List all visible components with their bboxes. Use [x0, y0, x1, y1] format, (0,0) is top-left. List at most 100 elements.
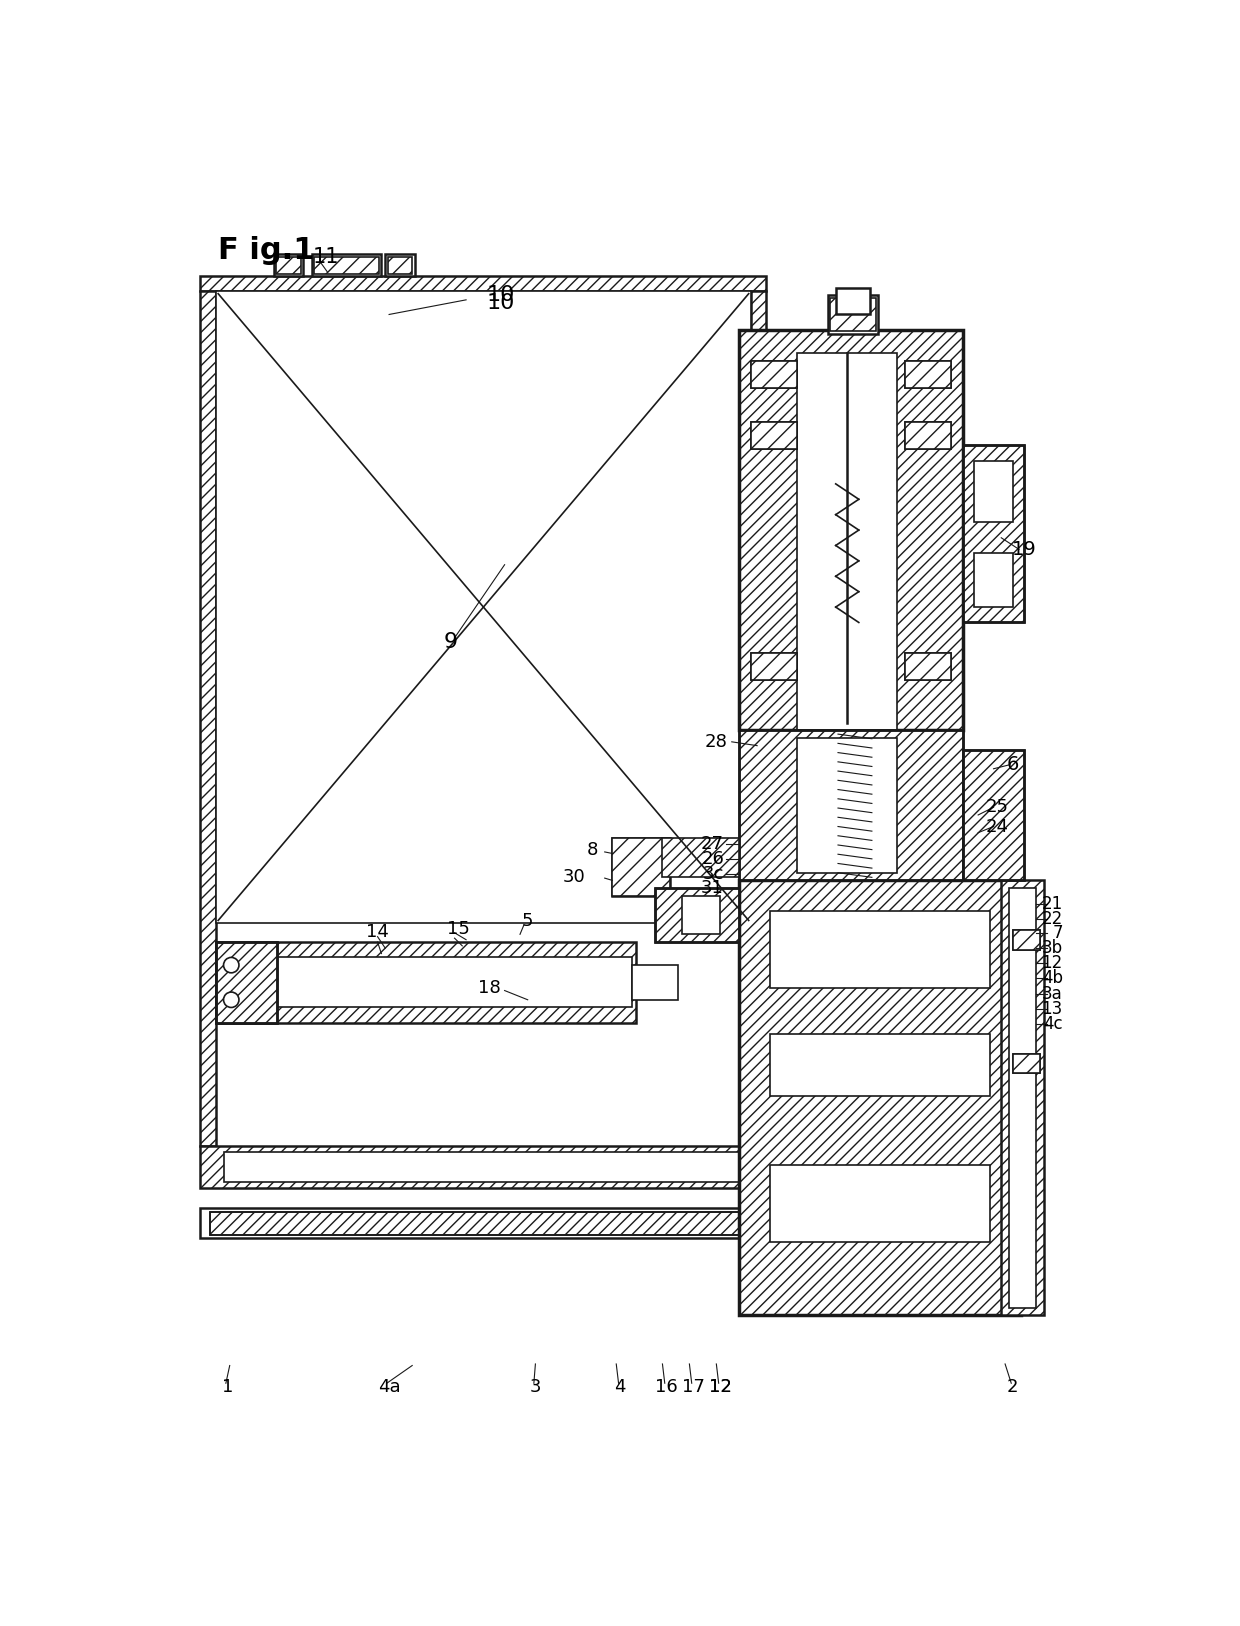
Bar	[274, 254, 303, 276]
Bar	[613, 837, 670, 896]
Bar	[751, 654, 797, 680]
Bar	[770, 1166, 990, 1242]
Bar	[1013, 1054, 1040, 1073]
Text: 19: 19	[1012, 540, 1037, 559]
Text: 24: 24	[986, 818, 1009, 836]
Bar	[315, 257, 379, 273]
Text: 11: 11	[312, 247, 340, 267]
Bar	[962, 750, 1024, 880]
Bar	[1013, 1054, 1040, 1073]
Bar	[905, 423, 951, 449]
Bar	[828, 296, 878, 333]
Bar	[797, 353, 898, 730]
Bar	[243, 958, 631, 1008]
Bar	[831, 298, 875, 332]
Bar	[770, 911, 990, 989]
Text: 18: 18	[477, 979, 501, 997]
Text: 14: 14	[366, 924, 389, 941]
Bar	[655, 888, 739, 941]
Text: 12: 12	[1042, 954, 1063, 972]
Text: 10: 10	[486, 293, 515, 312]
Bar	[216, 941, 278, 1023]
Bar	[751, 361, 797, 387]
Text: 31: 31	[701, 880, 724, 898]
Bar	[836, 288, 870, 314]
Text: 8: 8	[588, 841, 599, 859]
Bar	[216, 941, 636, 1023]
Bar	[975, 553, 1013, 606]
Circle shape	[223, 992, 239, 1008]
Circle shape	[223, 958, 239, 972]
Text: 2: 2	[1007, 1379, 1018, 1397]
Bar	[1013, 930, 1040, 950]
Bar	[210, 1211, 930, 1234]
Bar	[201, 1146, 940, 1189]
Bar	[216, 291, 751, 924]
Text: 17: 17	[682, 1379, 704, 1397]
Bar	[1001, 880, 1044, 1315]
Bar	[662, 837, 739, 876]
Bar	[739, 880, 1021, 1315]
Text: F ig.1: F ig.1	[218, 236, 315, 265]
Bar	[739, 330, 962, 730]
Text: 26: 26	[701, 850, 724, 868]
Text: 6: 6	[1007, 756, 1019, 774]
Bar	[962, 446, 1024, 623]
Bar	[739, 330, 962, 730]
Bar	[751, 654, 797, 680]
Bar	[797, 738, 898, 873]
Text: 21: 21	[1042, 894, 1063, 912]
Bar	[905, 654, 951, 680]
Text: 3a: 3a	[1042, 985, 1063, 1003]
Bar	[201, 291, 216, 1146]
Text: 28: 28	[706, 733, 728, 751]
Bar	[386, 254, 414, 276]
Text: 9: 9	[444, 633, 458, 652]
Bar	[751, 361, 797, 387]
Bar	[905, 654, 951, 680]
Bar	[962, 446, 1024, 623]
Text: 22: 22	[1042, 911, 1063, 928]
Text: 7: 7	[1053, 924, 1063, 941]
Bar	[770, 1034, 990, 1096]
Bar	[962, 750, 1024, 880]
Bar	[759, 733, 801, 772]
Bar	[277, 257, 300, 273]
Bar	[739, 730, 962, 880]
Text: 12: 12	[709, 1379, 732, 1397]
Text: 4c: 4c	[1043, 1015, 1063, 1034]
Bar	[905, 423, 951, 449]
Text: 4b: 4b	[1042, 969, 1063, 987]
Bar	[751, 423, 797, 449]
Bar	[905, 361, 951, 387]
Bar	[613, 837, 670, 896]
Text: 30: 30	[563, 868, 585, 886]
Bar	[975, 460, 1013, 522]
Text: 3b: 3b	[1042, 940, 1063, 958]
Text: 27: 27	[701, 836, 724, 854]
Bar	[739, 730, 962, 880]
Bar	[210, 1211, 930, 1234]
Text: 3: 3	[529, 1379, 541, 1397]
Bar	[1009, 888, 1035, 1307]
Bar	[223, 1153, 936, 1182]
Text: 5: 5	[522, 912, 533, 930]
Bar	[1013, 930, 1040, 950]
Text: 25: 25	[986, 798, 1009, 816]
Bar	[751, 423, 797, 449]
Text: 1: 1	[222, 1379, 233, 1397]
Bar	[216, 941, 278, 1023]
Text: 3c: 3c	[703, 865, 724, 883]
Bar	[682, 896, 720, 935]
Bar	[388, 257, 412, 273]
Bar	[759, 733, 801, 772]
Text: 10: 10	[486, 285, 515, 306]
Bar	[655, 888, 739, 941]
Text: 12: 12	[709, 1379, 732, 1397]
Text: 13: 13	[1042, 1000, 1063, 1018]
Bar	[905, 361, 951, 387]
Bar	[201, 276, 766, 291]
Bar	[751, 291, 766, 938]
Bar	[201, 1208, 940, 1239]
Bar	[631, 966, 678, 1000]
